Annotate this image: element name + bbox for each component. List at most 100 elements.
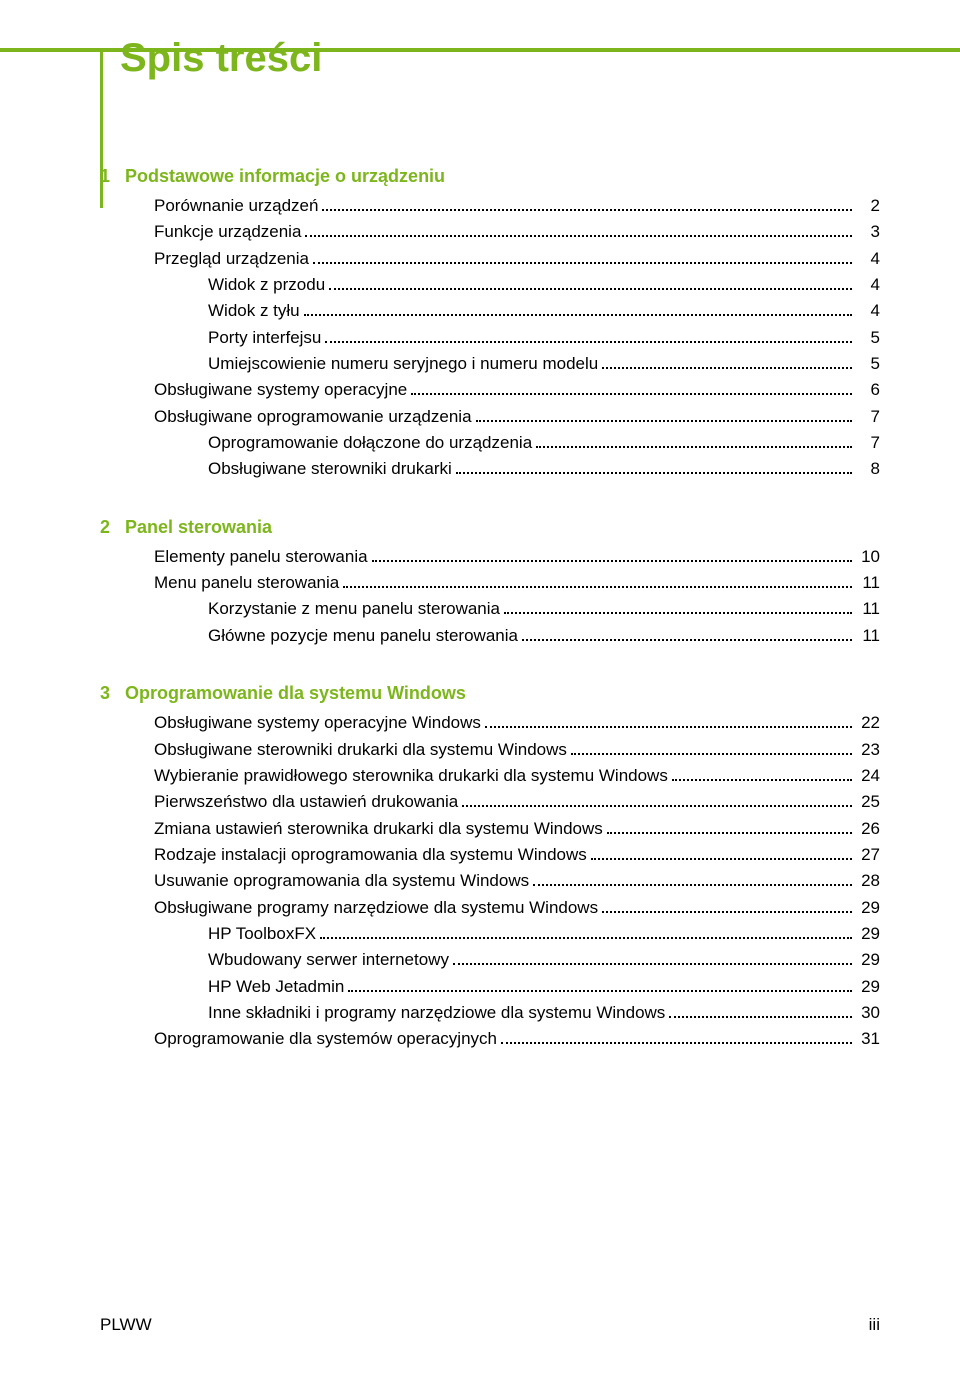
- toc-page-number: 4: [856, 272, 880, 298]
- toc-leader-dots: [343, 586, 852, 588]
- toc-entry-text: HP ToolboxFX: [208, 921, 316, 947]
- toc-page-number: 25: [856, 789, 880, 815]
- toc-page-number: 29: [856, 921, 880, 947]
- toc-page-number: 5: [856, 351, 880, 377]
- toc-entry[interactable]: Widok z przodu 4: [100, 272, 880, 298]
- toc-entry[interactable]: Rodzaje instalacji oprogramowania dla sy…: [100, 842, 880, 868]
- toc-section: 1 Podstawowe informacje o urządzeniuPoró…: [100, 166, 880, 483]
- toc-leader-dots: [325, 341, 852, 343]
- toc-entry[interactable]: Oprogramowanie dla systemów operacyjnych…: [100, 1026, 880, 1052]
- toc-entry[interactable]: Wbudowany serwer internetowy 29: [100, 947, 880, 973]
- toc-leader-dots: [453, 963, 852, 965]
- chapter-title: Podstawowe informacje o urządzeniu: [120, 166, 445, 186]
- toc-leader-dots: [602, 911, 852, 913]
- toc-leader-dots: [591, 858, 852, 860]
- toc-entry[interactable]: Obsługiwane sterowniki drukarki dla syst…: [100, 737, 880, 763]
- chapter-title: Oprogramowanie dla systemu Windows: [120, 683, 466, 703]
- toc-entry-text: Obsługiwane sterowniki drukarki dla syst…: [154, 737, 567, 763]
- toc-leader-dots: [501, 1042, 852, 1044]
- toc-entry[interactable]: Obsługiwane oprogramowanie urządzenia 7: [100, 404, 880, 430]
- toc-entry[interactable]: Korzystanie z menu panelu sterowania 11: [100, 596, 880, 622]
- toc-leader-dots: [320, 937, 852, 939]
- toc-entry[interactable]: Obsługiwane sterowniki drukarki 8: [100, 456, 880, 482]
- toc-leader-dots: [607, 832, 852, 834]
- toc-page-number: 31: [856, 1026, 880, 1052]
- toc-page-number: 22: [856, 710, 880, 736]
- toc-leader-dots: [329, 288, 852, 290]
- toc-page-number: 5: [856, 325, 880, 351]
- toc-entry-text: Widok z przodu: [208, 272, 325, 298]
- toc-page-number: 29: [856, 947, 880, 973]
- toc-entry[interactable]: HP ToolboxFX 29: [100, 921, 880, 947]
- toc-page-number: 7: [856, 430, 880, 456]
- toc-entry-text: Wbudowany serwer internetowy: [208, 947, 449, 973]
- toc-entry-text: Rodzaje instalacji oprogramowania dla sy…: [154, 842, 587, 868]
- toc-entry-text: Główne pozycje menu panelu sterowania: [208, 623, 518, 649]
- toc-leader-dots: [522, 639, 852, 641]
- toc-entry-text: Przegląd urządzenia: [154, 246, 309, 272]
- toc-entry[interactable]: Umiejscowienie numeru seryjnego i numeru…: [100, 351, 880, 377]
- toc-entry[interactable]: Porównanie urządzeń 2: [100, 193, 880, 219]
- toc-entry[interactable]: Pierwszeństwo dla ustawień drukowania 25: [100, 789, 880, 815]
- toc-entry[interactable]: Menu panelu sterowania 11: [100, 570, 880, 596]
- toc-entry[interactable]: Zmiana ustawień sterownika drukarki dla …: [100, 816, 880, 842]
- toc-entry-text: Funkcje urządzenia: [154, 219, 301, 245]
- toc-entry[interactable]: Obsługiwane systemy operacyjne 6: [100, 377, 880, 403]
- toc-leader-dots: [462, 805, 852, 807]
- toc-entry-text: Porównanie urządzeń: [154, 193, 318, 219]
- section-heading: 2 Panel sterowania: [100, 517, 880, 538]
- toc-entry-text: HP Web Jetadmin: [208, 974, 344, 1000]
- toc-entry[interactable]: Obsługiwane systemy operacyjne Windows 2…: [100, 710, 880, 736]
- toc-entry-text: Elementy panelu sterowania: [154, 544, 368, 570]
- toc-section: 2 Panel sterowania Elementy panelu sterow…: [100, 517, 880, 649]
- toc-leader-dots: [602, 367, 852, 369]
- toc-entry[interactable]: Funkcje urządzenia 3: [100, 219, 880, 245]
- toc-page-number: 11: [856, 570, 880, 596]
- toc-leader-dots: [456, 472, 852, 474]
- toc-page-number: 30: [856, 1000, 880, 1026]
- toc-entry[interactable]: Porty interfejsu 5: [100, 325, 880, 351]
- toc-section: 3 Oprogramowanie dla systemu Windows Obsł…: [100, 683, 880, 1052]
- page-title: Spis treści: [120, 36, 880, 81]
- toc-entry[interactable]: Widok z tyłu 4: [100, 298, 880, 324]
- toc-page-number: 23: [856, 737, 880, 763]
- toc-leader-dots: [533, 884, 852, 886]
- toc-entry[interactable]: Oprogramowanie dołączone do urządzenia 7: [100, 430, 880, 456]
- toc-entry[interactable]: Główne pozycje menu panelu sterowania 11: [100, 623, 880, 649]
- toc-entry[interactable]: Usuwanie oprogramowania dla systemu Wind…: [100, 868, 880, 894]
- toc-entry-text: Obsługiwane programy narzędziowe dla sys…: [154, 895, 598, 921]
- toc-entry-text: Menu panelu sterowania: [154, 570, 339, 596]
- toc-entry-text: Inne składniki i programy narzędziowe dl…: [208, 1000, 665, 1026]
- toc-entry[interactable]: Obsługiwane programy narzędziowe dla sys…: [100, 895, 880, 921]
- toc-leader-dots: [411, 393, 852, 395]
- section-heading: 3 Oprogramowanie dla systemu Windows: [100, 683, 880, 704]
- toc-entry[interactable]: Przegląd urządzenia 4: [100, 246, 880, 272]
- footer-right: iii: [869, 1315, 880, 1335]
- toc-entry[interactable]: Inne składniki i programy narzędziowe dl…: [100, 1000, 880, 1026]
- toc-page-number: 7: [856, 404, 880, 430]
- chapter-number: 3: [100, 683, 120, 704]
- toc-page-number: 11: [856, 596, 880, 622]
- toc-leader-dots: [476, 420, 852, 422]
- toc-page-number: 29: [856, 895, 880, 921]
- toc-page-number: 3: [856, 219, 880, 245]
- toc-page-number: 28: [856, 868, 880, 894]
- toc-entry-text: Obsługiwane systemy operacyjne: [154, 377, 407, 403]
- toc-entry-text: Zmiana ustawień sterownika drukarki dla …: [154, 816, 603, 842]
- toc-entry[interactable]: HP Web Jetadmin 29: [100, 974, 880, 1000]
- toc-page-number: 26: [856, 816, 880, 842]
- toc-page-number: 2: [856, 193, 880, 219]
- toc-entry[interactable]: Wybieranie prawidłowego sterownika druka…: [100, 763, 880, 789]
- footer-left: PLWW: [100, 1315, 152, 1335]
- toc-page-number: 6: [856, 377, 880, 403]
- toc-page-number: 4: [856, 298, 880, 324]
- toc-entry[interactable]: Elementy panelu sterowania 10: [100, 544, 880, 570]
- toc-entry-text: Korzystanie z menu panelu sterowania: [208, 596, 500, 622]
- toc-page-number: 8: [856, 456, 880, 482]
- chapter-title: Panel sterowania: [120, 517, 272, 537]
- toc-page-number: 11: [856, 623, 880, 649]
- toc-page-number: 24: [856, 763, 880, 789]
- toc-leader-dots: [672, 779, 852, 781]
- toc-leader-dots: [322, 209, 852, 211]
- toc-entry-text: Obsługiwane oprogramowanie urządzenia: [154, 404, 472, 430]
